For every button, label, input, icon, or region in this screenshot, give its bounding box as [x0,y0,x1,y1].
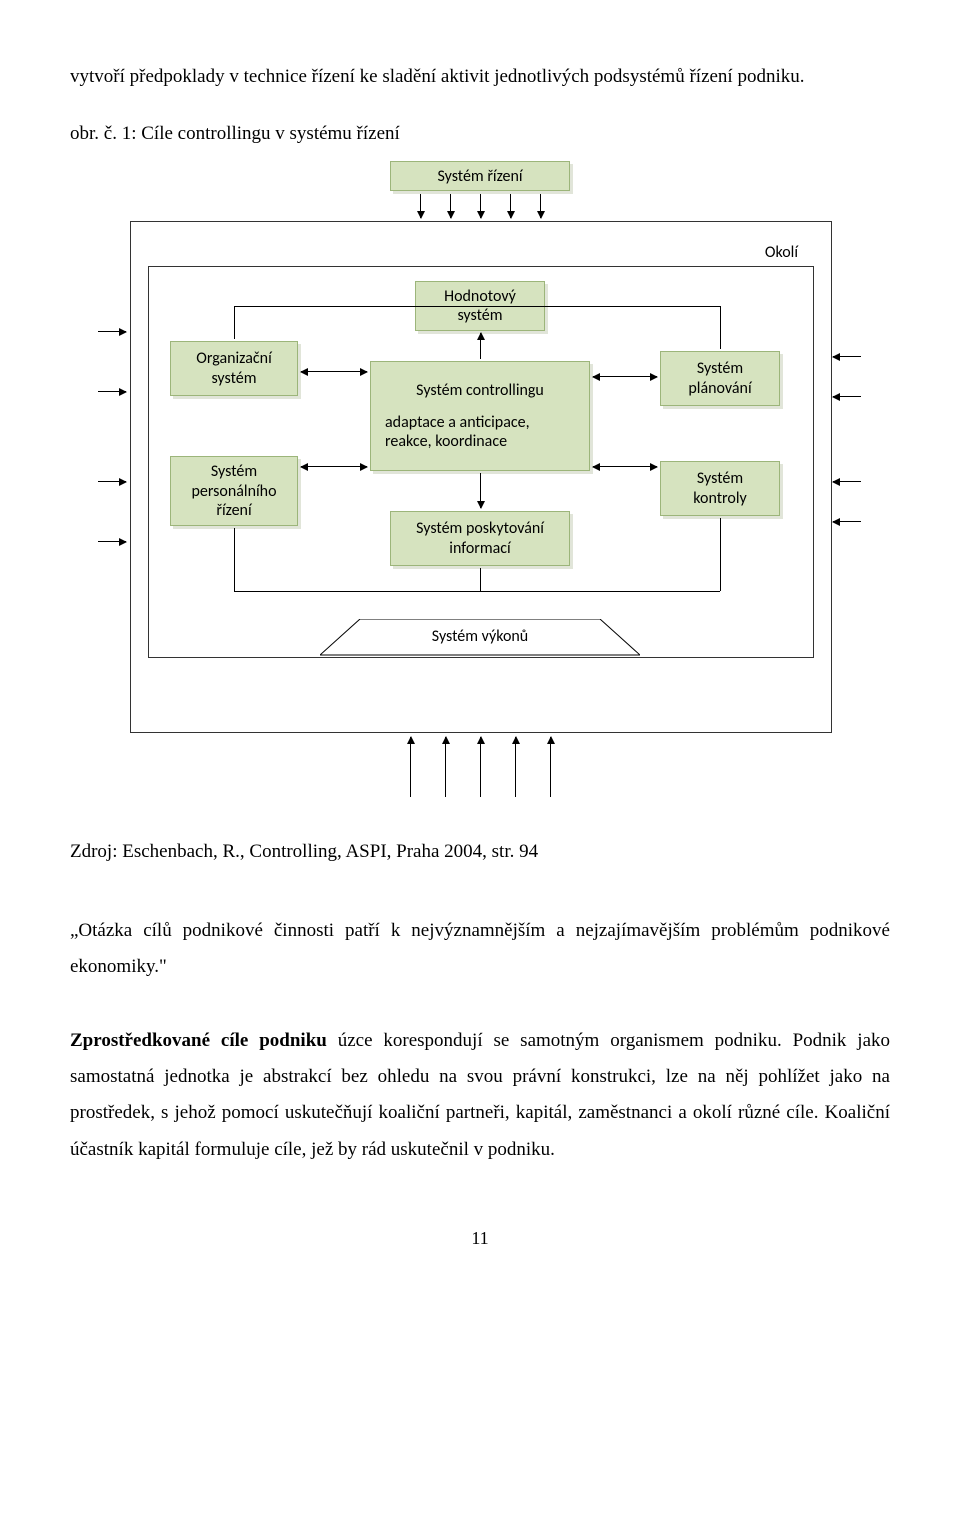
body-lead-bold: Zprostředkované cíle podniku [70,1030,327,1051]
box-planovani: Systém plánování [660,351,780,406]
label-personalni-2: personálního [191,482,276,501]
label-hodnotovy-1: Hodnotový [444,287,516,306]
label-okoli: Okolí [765,243,798,262]
diagram: Systém řízení Okolí Hodnotový systém [70,161,890,801]
label-system-rizeni: Systém řízení [437,167,522,186]
label-kontroly-2: kontroly [693,489,746,508]
arrow-vykonu-4 [515,737,516,797]
quote-paragraph: „Otázka cílů podnikové činnosti patří k … [70,913,890,985]
arrow-vykonu-1 [410,737,411,797]
box-kontroly: Systém kontroly [660,461,780,516]
label-poskytovani-2: informací [449,539,510,558]
label-organizacni-2: systém [211,369,256,388]
arrow-ctrl-down [480,473,481,508]
rail-top-right [720,306,721,349]
arrow-title-down-5 [540,194,541,218]
arrow-in-left-3 [98,481,126,482]
label-controllingu-sub1: adaptace a anticipace, [385,413,530,432]
figure-caption: obr. č. 1: Cíle controllingu v systému ř… [70,123,890,145]
box-organizacni: Organizační systém [170,341,298,396]
label-planovani-1: Systém [697,359,743,378]
label-personalni-1: Systém [211,462,257,481]
label-controllingu-sub2: reakce, koordinace [385,432,507,451]
label-vykonu: Systém výkonů [320,627,640,646]
label-poskytovani-1: Systém poskytování [416,519,544,538]
rail-bottom-center [480,568,481,591]
label-kontroly-1: Systém [697,469,743,488]
arrow-vykonu-2 [445,737,446,797]
rail-top-left [234,306,235,339]
box-controllingu: Systém controllingu adaptace a anticipac… [370,361,590,471]
arrow-vykonu-3 [480,737,481,797]
label-organizacni-1: Organizační [196,349,272,368]
rail-bottom-right [720,518,721,591]
arrow-ctrl-up [480,333,481,359]
rail-bottom [234,591,720,592]
arrow-organ-ctrl [301,371,367,372]
label-controllingu-title: Systém controllingu [416,381,544,400]
source-line: Zdroj: Eschenbach, R., Controlling, ASPI… [70,841,890,863]
arrow-vykonu-5 [550,737,551,797]
arrow-title-down-4 [510,194,511,218]
arrow-in-right-1 [833,356,861,357]
arrow-in-right-3 [833,481,861,482]
arrow-in-left-4 [98,541,126,542]
intro-paragraph: vytvoří předpoklady v technice řízení ke… [70,59,890,95]
body-paragraph: Zprostředkované cíle podniku úzce koresp… [70,1023,890,1167]
arrow-in-right-4 [833,521,861,522]
label-personalni-3: řízení [216,501,251,520]
label-hodnotovy-2: systém [457,306,502,325]
box-poskytovani: Systém poskytování informací [390,511,570,566]
arrow-title-down-2 [450,194,451,218]
arrow-ctrl-kontrol [593,466,657,467]
arrow-personal-ctrl [301,466,367,467]
label-planovani-2: plánování [688,379,751,398]
arrow-title-down-1 [420,194,421,218]
page-number: 11 [70,1228,890,1249]
rail-bottom-left [234,528,235,591]
arrow-title-down-3 [480,194,481,218]
page-root: vytvoří předpoklady v technice řízení ke… [0,0,960,1329]
arrow-ctrl-plan [593,376,657,377]
box-personalni: Systém personálního řízení [170,456,298,526]
arrow-in-left-2 [98,391,126,392]
box-system-rizeni: Systém řízení [390,161,570,191]
rail-top [234,306,720,307]
arrow-in-left-1 [98,331,126,332]
arrow-in-right-2 [833,396,861,397]
